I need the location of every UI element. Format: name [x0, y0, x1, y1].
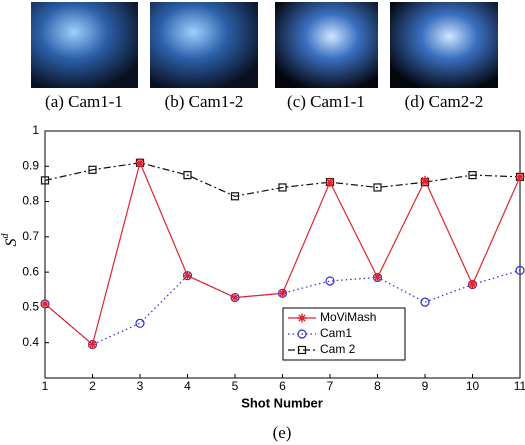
- point: [278, 183, 287, 192]
- point: [40, 299, 50, 309]
- x-axis-label: Shot Number: [241, 395, 323, 410]
- point: [297, 313, 307, 323]
- point: [468, 279, 477, 289]
- legend-label: Cam 2: [320, 342, 356, 356]
- x-tick-label: 1: [42, 379, 49, 393]
- x-tick-label: 7: [327, 379, 334, 393]
- y-tick-label: 0.8: [22, 194, 39, 208]
- x-tick-label: 6: [279, 379, 286, 393]
- point: [88, 165, 97, 174]
- caption: (b) Cam1-2: [165, 92, 244, 111]
- x-tick-label: 9: [422, 379, 429, 393]
- point: [515, 265, 525, 275]
- legend-label: MoViMash: [320, 310, 376, 324]
- point: [183, 171, 192, 180]
- y-label-sup: d: [0, 233, 11, 239]
- point: [373, 183, 382, 192]
- caption: (c) Cam1-1: [287, 92, 365, 111]
- y-tick-label: 1: [32, 123, 39, 137]
- point: [278, 288, 287, 298]
- y-axis-label: Sd: [0, 233, 19, 247]
- point: [420, 175, 430, 185]
- y-tick-label: 0.9: [22, 158, 39, 172]
- point: [88, 339, 97, 349]
- caption: (e): [273, 423, 292, 442]
- point: [40, 176, 50, 185]
- x-tick-label: 4: [184, 379, 191, 393]
- x-tick-label: 11: [514, 379, 525, 393]
- legend-label: Cam1: [320, 326, 352, 340]
- y-label-base: S: [3, 239, 20, 247]
- point: [135, 318, 145, 328]
- photo: [31, 2, 138, 88]
- y-tick-label: 0.4: [22, 335, 39, 349]
- point: [297, 345, 307, 355]
- photo: [275, 2, 378, 88]
- point: [135, 158, 145, 168]
- series-line: [44, 162, 521, 197]
- point: [515, 172, 525, 182]
- y-tick-label: 0.6: [22, 264, 39, 278]
- x-tick-label: 2: [89, 379, 96, 393]
- point: [325, 177, 335, 187]
- caption: (d) Cam2-2: [405, 92, 484, 111]
- photo: [390, 2, 498, 88]
- point: [373, 272, 382, 282]
- y-tick-label: 0.7: [22, 229, 39, 243]
- point: [297, 329, 307, 339]
- point: [230, 192, 240, 201]
- point: [468, 171, 477, 180]
- y-tick-label: 0.5: [22, 300, 39, 314]
- point: [420, 297, 430, 307]
- x-tick-label: 3: [137, 379, 144, 393]
- point: [183, 271, 192, 281]
- point: [325, 276, 335, 286]
- x-tick-label: 10: [466, 379, 480, 393]
- caption: (a) Cam1-1: [45, 92, 123, 111]
- photo: [150, 2, 258, 88]
- x-tick-label: 5: [232, 379, 239, 393]
- point: [230, 293, 240, 303]
- x-tick-label: 8: [374, 379, 381, 393]
